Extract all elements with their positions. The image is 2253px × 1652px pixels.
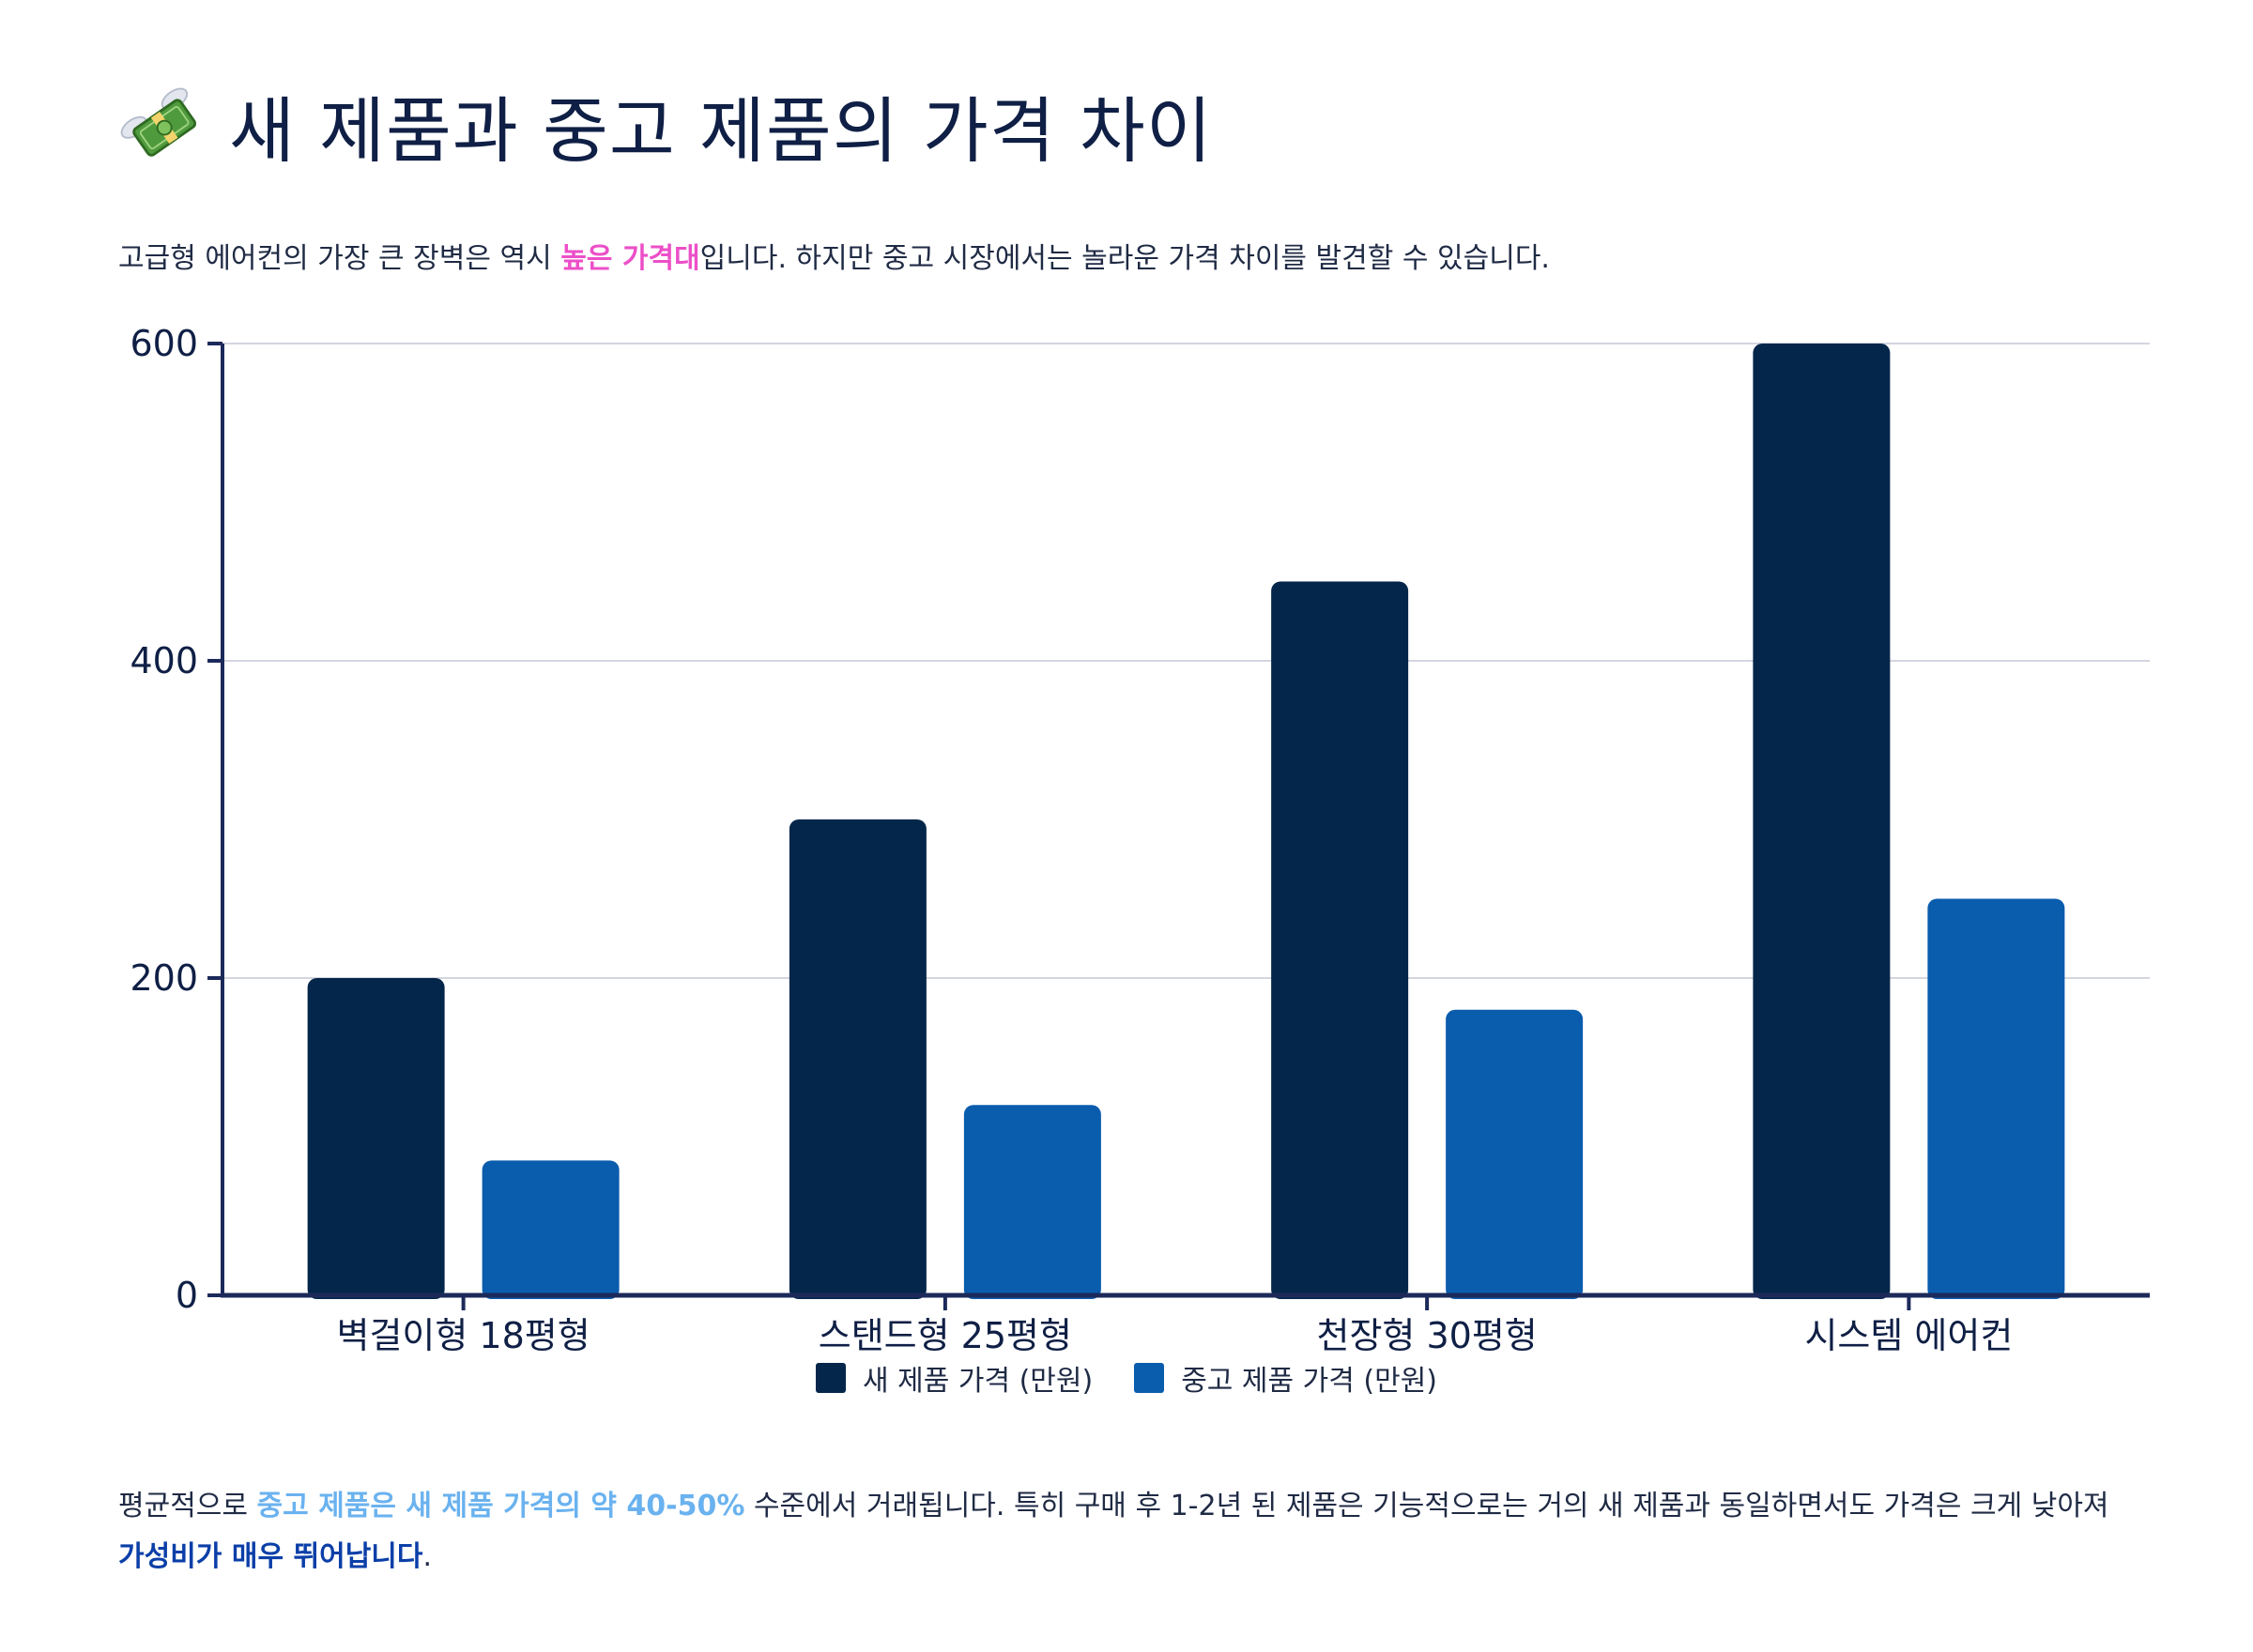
bar-new-0: [307, 978, 445, 1299]
conclusion-part-2: 수준에서 거래됩니다. 특히 구매 후 1-2년 된 제품은 기능적으로는 거의…: [744, 1490, 2109, 1522]
bar-new-1: [789, 819, 927, 1299]
bar-used-0: [482, 1160, 620, 1299]
title-row: 새 제품과 중고 제품의 가격 차이: [118, 73, 1213, 176]
conclusion-highlight-value: 가성비가 매우 뛰어납니다: [118, 1540, 423, 1573]
x-tick-label: 시스템 에어컨: [1804, 1315, 2013, 1356]
x-tick-label: 천장형 30평형: [1317, 1315, 1538, 1356]
bar-used-1: [963, 1105, 1101, 1299]
intro-text-before: 고급형 에어컨의 가장 큰 장벽은 역시: [118, 242, 561, 275]
bar-used-3: [1927, 898, 2065, 1299]
conclusion-part-1: 평균적으로: [118, 1490, 257, 1522]
money-with-wings-icon: [120, 87, 197, 157]
intro-text: 고급형 에어컨의 가장 큰 장벽은 역시 높은 가격대입니다. 하지만 중고 시…: [118, 238, 2137, 280]
conclusion-text: 평균적으로 중고 제품은 새 제품 가격의 약 40-50% 수준에서 거래됩니…: [118, 1481, 2137, 1583]
page-title: 새 제품과 중고 제품의 가격 차이: [229, 89, 1213, 173]
bar-new-2: [1271, 581, 1409, 1299]
x-tick-label: 벽걸이형 18평형: [337, 1315, 590, 1356]
y-tick-label: 600: [130, 323, 198, 364]
intro-text-after: 입니다. 하지만 중고 시장에서는 놀라운 가격 차이를 발견할 수 있습니다.: [699, 242, 1550, 275]
bar-new-3: [1753, 344, 1891, 1299]
legend-item-used: 중고 제품 가격 (만원): [1134, 1357, 1437, 1399]
y-tick-label: 200: [130, 957, 198, 999]
bar-used-2: [1446, 1009, 1584, 1299]
legend-item-new: 새 제품 가격 (만원): [815, 1357, 1094, 1399]
y-tick-label: 400: [130, 640, 198, 681]
conclusion-highlight-ratio: 중고 제품은 새 제품 가격의 약 40-50%: [256, 1490, 745, 1522]
legend-swatch-used: [1134, 1363, 1165, 1393]
x-tick-label: 스탠드형 25평형: [819, 1315, 1072, 1356]
chart-legend: 새 제품 가격 (만원) 중고 제품 가격 (만원): [0, 1357, 2253, 1399]
legend-label-new: 새 제품 가격 (만원): [862, 1365, 1094, 1398]
legend-swatch-new: [815, 1363, 846, 1393]
intro-highlight: 높은 가격대: [560, 242, 700, 275]
conclusion-part-3: .: [422, 1540, 433, 1573]
y-tick-label: 0: [176, 1275, 198, 1316]
legend-label-used: 중고 제품 가격 (만원): [1181, 1365, 1438, 1398]
